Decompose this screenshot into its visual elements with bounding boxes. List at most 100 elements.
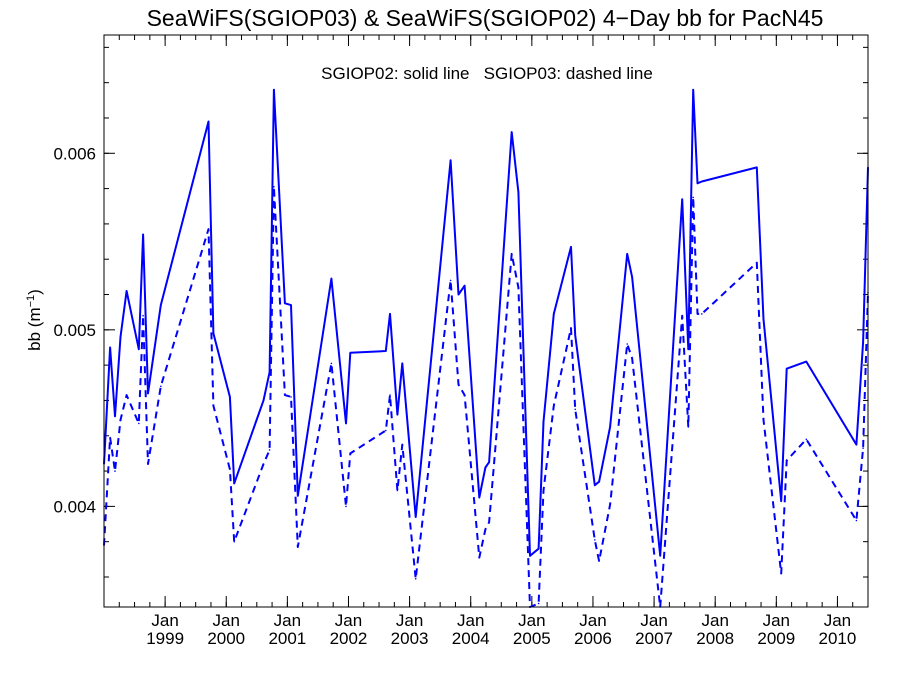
data-point-dashed <box>401 443 404 446</box>
x-tick-year: 2006 <box>574 629 612 648</box>
x-tick-month: Jan <box>396 611 423 630</box>
data-point-solid <box>862 341 864 344</box>
data-point-dashed <box>290 396 292 398</box>
data-point-dashed <box>570 327 572 329</box>
data-point-solid <box>114 415 116 418</box>
data-point-solid <box>701 180 703 183</box>
data-point-solid <box>570 246 572 248</box>
data-point-solid <box>696 182 699 185</box>
data-point-solid <box>542 420 545 423</box>
data-point-dashed <box>284 394 286 396</box>
data-point-solid <box>138 348 140 351</box>
data-point-solid <box>681 198 683 200</box>
x-tick-month: Jan <box>701 611 728 630</box>
y-axis-label-main: bb (m <box>25 307 44 350</box>
data-point-dashed <box>268 449 271 451</box>
data-point-solid <box>659 555 661 557</box>
data-point-dashed <box>517 286 520 289</box>
data-point-dashed <box>594 539 596 541</box>
axes: 0.0040.0050.006Jan1999Jan2000Jan2001Jan2… <box>53 35 869 648</box>
data-point-dashed <box>125 394 128 396</box>
x-tick-month: Jan <box>640 611 667 630</box>
series-line-solid <box>103 88 869 557</box>
data-point-dashed <box>119 419 122 421</box>
data-point-dashed <box>297 546 299 548</box>
data-point-dashed <box>349 452 352 455</box>
data-point-solid <box>517 191 520 193</box>
data-point-dashed <box>233 540 235 543</box>
data-point-dashed <box>414 578 417 580</box>
data-point-dashed <box>385 429 387 432</box>
x-tick-month: Jan <box>213 611 240 630</box>
y-tick-label: 0.006 <box>53 144 96 163</box>
data-point-dashed <box>449 279 452 282</box>
data-point-solid <box>207 120 210 123</box>
data-point-dashed <box>457 383 460 386</box>
data-point-solid <box>780 500 782 502</box>
data-point-solid <box>478 496 481 499</box>
data-point-solid <box>553 313 555 315</box>
data-point-solid <box>449 159 452 162</box>
data-point-dashed <box>488 521 490 524</box>
x-tick-month: Jan <box>335 611 362 630</box>
data-point-dashed <box>805 438 808 441</box>
data-point-solid <box>290 304 292 306</box>
data-point-dashed <box>114 470 116 472</box>
data-point-dashed <box>626 343 628 345</box>
data-point-dashed <box>463 394 466 396</box>
data-point-solid <box>692 88 694 91</box>
x-tick-month: Jan <box>274 611 301 630</box>
data-point-dashed <box>207 228 210 230</box>
data-point-solid <box>463 284 466 287</box>
x-tick-month: Jan <box>457 611 484 630</box>
x-tick-year: 1999 <box>146 629 184 648</box>
data-point-dashed <box>138 422 140 425</box>
data-point-solid <box>626 253 628 255</box>
data-point-dashed <box>696 313 699 315</box>
data-point-dashed <box>147 463 149 465</box>
data-point-solid <box>609 426 611 428</box>
data-point-dashed <box>692 196 694 199</box>
x-tick-month: Jan <box>151 611 178 630</box>
data-point-solid <box>349 352 352 354</box>
x-tick-year: 2005 <box>513 629 551 648</box>
data-point-dashed <box>330 362 333 365</box>
x-tick-year: 2004 <box>452 629 490 648</box>
data-point-dashed <box>687 426 690 428</box>
data-point-dashed <box>273 186 275 188</box>
data-point-solid <box>273 88 275 91</box>
data-point-solid <box>119 336 122 338</box>
data-point-solid <box>631 276 633 278</box>
data-point-dashed <box>681 314 683 317</box>
data-point-solid <box>233 482 235 485</box>
x-tick-year: 2007 <box>635 629 673 648</box>
series-layer <box>103 88 869 608</box>
data-point-dashed <box>862 447 864 449</box>
legend-annotation: SGIOP02: solid line SGIOP03: dashed line <box>321 64 653 83</box>
data-point-dashed <box>109 436 111 439</box>
data-point-dashed <box>598 560 600 562</box>
x-tick-year: 2002 <box>330 629 368 648</box>
data-point-solid <box>345 422 347 425</box>
x-tick-month: Jan <box>763 611 790 630</box>
y-axis-label-close: ) <box>25 289 44 295</box>
data-point-solid <box>125 290 128 292</box>
data-point-dashed <box>142 314 144 317</box>
data-point-dashed <box>389 394 391 396</box>
data-point-dashed <box>160 385 162 388</box>
data-point-dashed <box>345 505 347 508</box>
data-point-solid <box>229 396 231 398</box>
data-point-solid <box>389 313 391 315</box>
data-point-dashed <box>785 459 788 462</box>
data-point-solid <box>284 302 286 305</box>
data-point-solid <box>687 348 690 351</box>
data-point-solid <box>142 233 144 236</box>
chart-title: SeaWiFS(SGIOP03) & SeaWiFS(SGIOP02) 4−Da… <box>147 5 824 31</box>
data-point-dashed <box>537 602 540 605</box>
data-point-solid <box>160 304 162 306</box>
data-point-solid <box>414 516 417 518</box>
data-point-solid <box>457 293 460 296</box>
data-point-dashed <box>756 261 758 264</box>
x-tick-month: Jan <box>579 611 606 630</box>
x-tick-month: Jan <box>518 611 545 630</box>
